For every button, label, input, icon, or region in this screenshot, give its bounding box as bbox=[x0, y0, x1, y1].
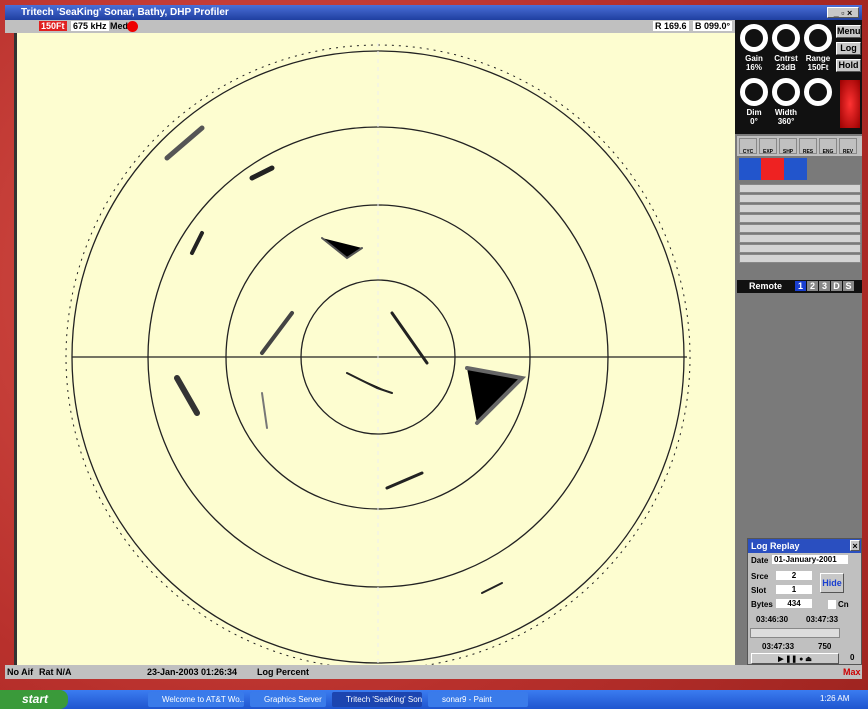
toolbar: 150Ft 675 kHz Med R 169.6 B 099.0° bbox=[5, 20, 735, 33]
title-bar: Tritech 'SeaKing' Sonar, Bathy, DHP Prof… bbox=[5, 5, 862, 20]
frequency[interactable]: 675 kHz bbox=[71, 21, 109, 31]
direction-pad[interactable] bbox=[840, 80, 860, 128]
tool-button[interactable]: EXP bbox=[759, 138, 777, 155]
current-time: 03:47:33 bbox=[762, 642, 795, 651]
end-time: 03:47:33 bbox=[806, 615, 839, 624]
channel-button[interactable]: S bbox=[843, 281, 854, 291]
knob-value: 16% bbox=[745, 63, 762, 72]
list-row bbox=[739, 204, 861, 213]
knob-value: 23dB bbox=[776, 63, 796, 72]
bytes-label: Bytes bbox=[751, 600, 773, 609]
list-row bbox=[739, 194, 861, 203]
taskbar: start 1:26 AM Welcome to AT&T Wo... Graph… bbox=[0, 690, 868, 709]
log-title-bar: Log Replay × bbox=[748, 539, 861, 553]
list-row bbox=[739, 244, 861, 253]
status-rat: Rat N/A bbox=[39, 667, 72, 677]
knob-label: Cntrst bbox=[774, 54, 798, 63]
taskbar-item[interactable]: Tritech 'SeaKing' Son... bbox=[332, 692, 422, 707]
window-controls[interactable]: _ ▫ × bbox=[827, 7, 859, 18]
tool-button[interactable]: RES bbox=[799, 138, 817, 155]
knob-label: Gain bbox=[745, 54, 763, 63]
taskbar-item[interactable]: sonar9 - Paint bbox=[428, 692, 528, 707]
status-max: Max bbox=[843, 667, 861, 677]
channel-button[interactable]: D bbox=[831, 281, 842, 291]
rate: 750 bbox=[818, 642, 832, 651]
taskbar-item[interactable]: Graphics Server bbox=[250, 692, 326, 707]
list-row bbox=[739, 224, 861, 233]
knob[interactable] bbox=[740, 78, 768, 106]
list-row bbox=[739, 214, 861, 223]
knob-value: 0° bbox=[750, 117, 758, 126]
log-title: Log Replay bbox=[751, 541, 800, 551]
flag-icons[interactable] bbox=[739, 158, 807, 180]
taskbar-item[interactable]: Welcome to AT&T Wo... bbox=[148, 692, 244, 707]
tool-button[interactable]: SHP bbox=[779, 138, 797, 155]
slider[interactable] bbox=[750, 628, 840, 638]
clock: 1:26 AM bbox=[820, 694, 850, 703]
mode[interactable]: Med bbox=[110, 21, 128, 31]
srce-label: Srce bbox=[751, 572, 769, 581]
hold-button[interactable]: Hold bbox=[836, 59, 861, 72]
menu-button[interactable]: Menu bbox=[836, 25, 861, 38]
sonar-plot bbox=[65, 43, 691, 665]
mode-led bbox=[127, 21, 138, 32]
list-row bbox=[739, 234, 861, 243]
log-replay: Log Replay × Date 01-January-2001 Srce 2… bbox=[747, 538, 862, 665]
knob[interactable] bbox=[804, 24, 832, 52]
window-title: Tritech 'SeaKing' Sonar, Bathy, DHP Prof… bbox=[21, 7, 229, 18]
tool-button[interactable]: REV bbox=[839, 138, 857, 155]
log-close[interactable]: × bbox=[850, 540, 860, 551]
counter: 0 bbox=[850, 653, 855, 662]
slot-label: Slot bbox=[751, 586, 767, 595]
tool-button[interactable]: ENG bbox=[819, 138, 837, 155]
knob[interactable] bbox=[804, 78, 832, 106]
remote-label: Remote bbox=[749, 281, 783, 291]
srce-field[interactable]: 2 bbox=[776, 571, 812, 580]
bytes-field: 434 bbox=[776, 599, 812, 608]
tool-button[interactable]: CYC bbox=[739, 138, 757, 155]
range-chip[interactable]: 150Ft bbox=[39, 21, 67, 31]
cn-checkbox[interactable]: Cn bbox=[828, 600, 849, 609]
knob-label: Range bbox=[805, 54, 831, 63]
knob-value: 150Ft bbox=[807, 63, 829, 72]
slot-field[interactable]: 1 bbox=[776, 585, 812, 594]
hide-button[interactable]: Hide bbox=[820, 573, 844, 593]
channel-button[interactable]: 1 bbox=[795, 281, 806, 291]
log-button[interactable]: Log bbox=[836, 42, 861, 55]
knob[interactable] bbox=[740, 24, 768, 52]
status-log: Log Percent bbox=[257, 667, 310, 677]
status-datetime: 23-Jan-2003 01:26:34 bbox=[147, 667, 238, 677]
status-bar: No Aif Rat N/A 23-Jan-2003 01:26:34 Log … bbox=[5, 665, 862, 679]
knob-value: 360° bbox=[777, 117, 795, 126]
start-time: 03:46:30 bbox=[756, 615, 789, 624]
knob-label: Dim bbox=[746, 108, 762, 117]
knob[interactable] bbox=[772, 24, 800, 52]
sonar-display bbox=[14, 33, 735, 665]
list-row bbox=[739, 254, 861, 263]
list-row bbox=[739, 184, 861, 193]
date-field[interactable]: 01-January-2001 bbox=[772, 555, 848, 564]
play-controls[interactable]: ▶ ❚❚ ● ⏏ bbox=[751, 653, 839, 664]
range-readout: R 169.6 bbox=[653, 21, 689, 31]
channel-button[interactable]: 2 bbox=[807, 281, 818, 291]
status-aif: No Aif bbox=[7, 667, 34, 677]
bearing-readout: B 099.0° bbox=[693, 21, 733, 31]
start-button[interactable]: start bbox=[0, 690, 68, 709]
knob-label: Width bbox=[774, 108, 798, 117]
date-label: Date bbox=[751, 556, 769, 565]
channel-button[interactable]: 3 bbox=[819, 281, 830, 291]
knob[interactable] bbox=[772, 78, 800, 106]
